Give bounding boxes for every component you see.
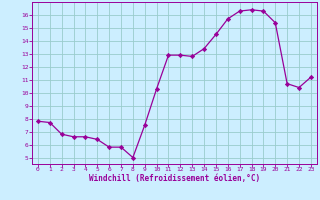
X-axis label: Windchill (Refroidissement éolien,°C): Windchill (Refroidissement éolien,°C) bbox=[89, 174, 260, 183]
